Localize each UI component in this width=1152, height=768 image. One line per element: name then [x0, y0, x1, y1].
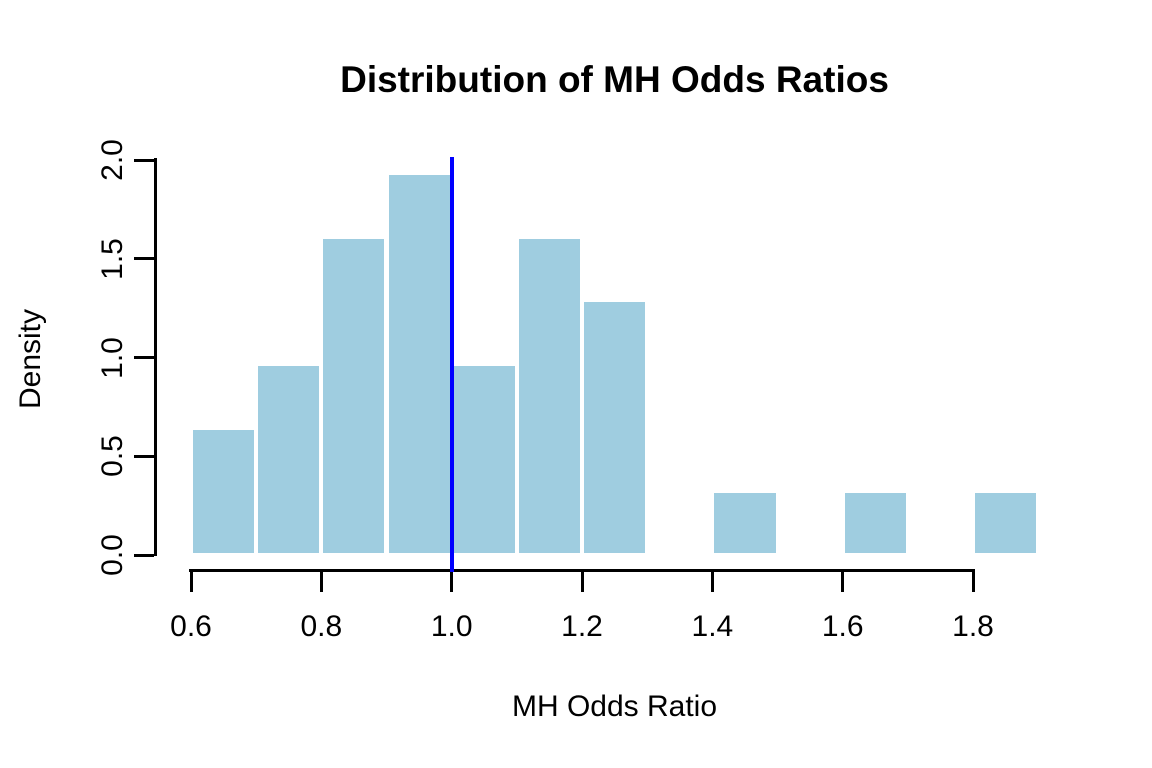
x-tick-mark	[319, 572, 323, 592]
histogram-bar	[712, 491, 778, 555]
x-tick-mark	[710, 572, 714, 592]
y-tick-label: 1.0	[96, 336, 129, 379]
x-axis-line	[189, 569, 975, 572]
y-axis-label: Density	[14, 308, 47, 410]
y-tick-mark	[134, 454, 154, 458]
y-tick-mark	[134, 158, 154, 162]
histogram-bar	[582, 300, 648, 555]
y-tick-label: 0.5	[96, 435, 129, 478]
histogram-bar	[191, 427, 257, 555]
y-tick-mark	[134, 356, 154, 359]
x-tick-mark	[841, 572, 845, 592]
y-tick-label: 1.5	[96, 237, 129, 280]
x-tick-mark	[189, 572, 193, 592]
x-tick-label: 1.2	[561, 610, 603, 643]
x-tick-mark	[580, 572, 584, 592]
x-axis-label: MH Odds Ratio	[511, 690, 718, 723]
chart-title: Distribution of MH Odds Ratios	[340, 59, 889, 100]
reference-line	[449, 157, 454, 572]
y-tick-label: 0.0	[96, 534, 129, 576]
histogram-bar	[256, 363, 322, 555]
y-tick-label: 2.0	[96, 139, 129, 181]
x-tick-label: 1.6	[821, 610, 864, 643]
x-tick-mark	[450, 572, 454, 592]
x-tick-label: 1.0	[430, 610, 473, 643]
x-tick-label: 1.8	[952, 610, 994, 643]
histogram-bar	[516, 236, 583, 555]
x-tick-label: 0.6	[170, 610, 212, 643]
histogram-bar	[973, 491, 1039, 555]
y-tick-mark	[134, 553, 154, 557]
histogram-bar	[321, 236, 387, 555]
y-axis-line	[154, 158, 157, 556]
histogram-bar	[386, 172, 452, 555]
histogram-bar	[842, 491, 908, 555]
x-tick-mark	[971, 572, 975, 592]
histogram-bar	[451, 363, 517, 555]
x-tick-label: 1.4	[691, 610, 734, 643]
y-tick-mark	[134, 257, 154, 261]
x-tick-label: 0.8	[300, 610, 343, 643]
